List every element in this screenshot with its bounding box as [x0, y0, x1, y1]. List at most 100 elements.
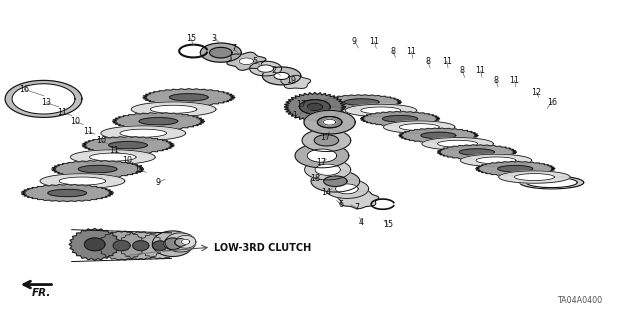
Polygon shape: [345, 104, 417, 116]
Polygon shape: [399, 128, 478, 143]
Polygon shape: [324, 176, 347, 186]
Text: 17: 17: [316, 158, 326, 167]
Polygon shape: [59, 177, 106, 185]
Text: 8: 8: [425, 57, 430, 66]
Text: 6: 6: [339, 200, 344, 209]
Polygon shape: [138, 232, 182, 259]
Polygon shape: [239, 58, 253, 64]
Polygon shape: [317, 116, 342, 128]
Polygon shape: [209, 48, 232, 58]
Text: 17: 17: [296, 100, 306, 109]
Text: 1: 1: [292, 111, 297, 120]
Polygon shape: [304, 110, 355, 134]
Text: 11: 11: [476, 66, 486, 75]
Polygon shape: [258, 65, 274, 72]
Polygon shape: [70, 150, 155, 164]
Polygon shape: [40, 174, 125, 188]
Polygon shape: [170, 94, 208, 101]
Polygon shape: [460, 149, 494, 155]
Text: 10: 10: [96, 137, 106, 145]
Text: 14: 14: [321, 189, 332, 197]
Polygon shape: [131, 102, 216, 116]
Polygon shape: [84, 238, 105, 251]
Polygon shape: [315, 164, 340, 175]
Text: 11: 11: [509, 76, 520, 85]
Polygon shape: [460, 154, 532, 167]
Polygon shape: [113, 113, 205, 130]
Polygon shape: [90, 153, 136, 161]
Polygon shape: [109, 142, 147, 149]
Polygon shape: [422, 137, 493, 150]
Polygon shape: [150, 105, 197, 113]
Text: 16: 16: [547, 98, 557, 107]
Polygon shape: [101, 126, 186, 140]
Polygon shape: [78, 166, 117, 173]
Text: 12: 12: [531, 88, 541, 97]
Polygon shape: [284, 93, 346, 121]
Text: 11: 11: [83, 127, 93, 136]
Polygon shape: [174, 239, 187, 246]
Polygon shape: [335, 184, 358, 194]
Text: 11: 11: [369, 37, 380, 46]
Polygon shape: [152, 241, 168, 250]
Polygon shape: [97, 231, 146, 260]
Polygon shape: [21, 184, 113, 202]
Text: TA04A0400: TA04A0400: [557, 296, 602, 305]
Polygon shape: [437, 145, 516, 160]
Text: 11: 11: [406, 47, 417, 56]
Polygon shape: [526, 177, 577, 188]
Polygon shape: [383, 115, 417, 122]
Polygon shape: [311, 170, 360, 192]
Text: 2: 2: [271, 66, 276, 75]
Polygon shape: [305, 160, 351, 180]
Text: 8: 8: [493, 76, 499, 85]
Polygon shape: [360, 111, 440, 126]
Text: 11: 11: [134, 165, 145, 174]
Text: 4: 4: [359, 218, 364, 227]
Text: FR.: FR.: [32, 288, 51, 298]
Polygon shape: [476, 157, 516, 164]
Polygon shape: [344, 99, 379, 105]
Polygon shape: [152, 231, 193, 256]
Text: 16: 16: [19, 85, 29, 94]
Polygon shape: [476, 161, 555, 176]
Text: 9: 9: [156, 178, 161, 187]
Polygon shape: [274, 72, 289, 79]
Polygon shape: [164, 238, 182, 249]
Text: 8: 8: [460, 66, 465, 75]
Polygon shape: [262, 67, 301, 85]
Text: 11: 11: [57, 108, 67, 117]
Text: 10: 10: [122, 156, 132, 165]
Polygon shape: [12, 84, 75, 114]
Text: LOW-3RD CLUTCH: LOW-3RD CLUTCH: [214, 242, 312, 253]
Polygon shape: [165, 233, 196, 252]
Polygon shape: [69, 228, 120, 260]
Polygon shape: [498, 166, 532, 172]
Text: 17: 17: [320, 133, 330, 142]
Polygon shape: [118, 232, 164, 260]
Polygon shape: [175, 235, 196, 248]
Polygon shape: [5, 80, 82, 117]
Polygon shape: [438, 140, 477, 147]
Polygon shape: [300, 100, 330, 114]
Text: 8: 8: [390, 47, 396, 56]
Polygon shape: [227, 52, 266, 70]
Polygon shape: [302, 129, 351, 152]
Polygon shape: [338, 191, 379, 209]
Polygon shape: [421, 132, 456, 139]
Polygon shape: [383, 121, 455, 133]
Polygon shape: [139, 118, 178, 125]
Polygon shape: [281, 75, 310, 88]
Polygon shape: [499, 171, 570, 183]
Polygon shape: [143, 89, 235, 106]
Polygon shape: [314, 135, 339, 146]
Text: 9: 9: [352, 37, 357, 46]
Text: 10: 10: [70, 117, 81, 126]
Text: 15: 15: [186, 34, 196, 43]
Text: 7: 7: [355, 204, 360, 212]
Polygon shape: [132, 241, 149, 250]
Polygon shape: [323, 119, 336, 125]
Polygon shape: [51, 160, 143, 178]
Text: 3: 3: [212, 34, 217, 43]
Polygon shape: [182, 239, 189, 244]
